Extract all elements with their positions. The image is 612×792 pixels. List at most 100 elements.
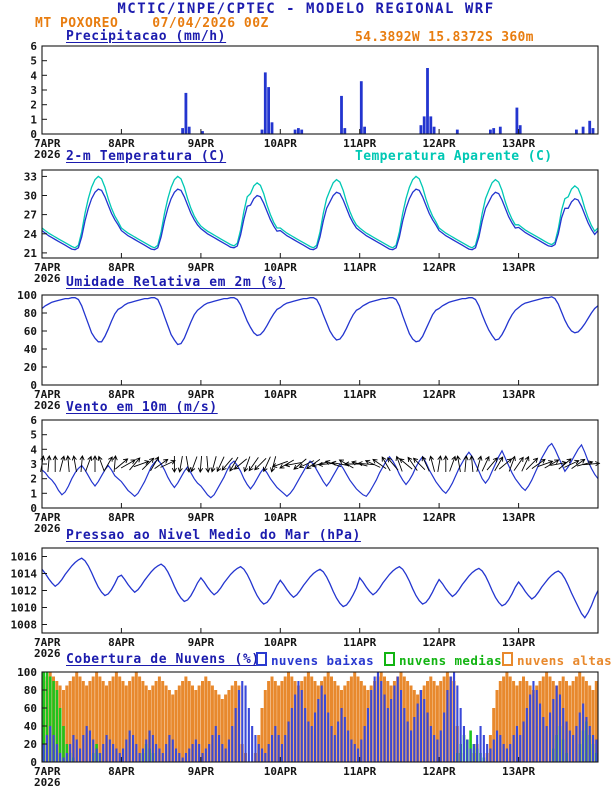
x-tick-label: 12APR: [423, 261, 456, 274]
y-tick-label: 2: [30, 473, 37, 486]
x-tick-label: 7APR: [34, 765, 61, 778]
x-tick-label: 12APR: [423, 388, 456, 401]
temperature-2m-line: [41, 188, 599, 251]
x-tick-label: 13APR: [502, 636, 535, 649]
pressure-line: [41, 557, 599, 619]
x-tick-label: 8APR: [108, 511, 135, 524]
x-tick-label: 11APR: [343, 388, 376, 401]
x-axis-year-label: 2026: [34, 647, 61, 660]
x-tick-label: 10APR: [264, 261, 297, 274]
station-name: MT POXOREO: [35, 16, 119, 31]
x-tick-label: 11APR: [343, 511, 376, 524]
panel-humidity: 0 20 40 60 80 100 7APR 8APR 9APR 10APR 11APR 12APR 1…: [17, 289, 599, 412]
y-tick-label: 0: [30, 502, 37, 515]
y-tick-label: 1016: [11, 551, 38, 564]
legend-item-high-clouds: nuvens altas: [502, 652, 612, 668]
y-tick-label: 24: [24, 228, 38, 241]
x-tick-label: 8APR: [108, 636, 135, 649]
y-tick-label: 1010: [11, 602, 38, 615]
y-tick-label: 5: [30, 55, 37, 68]
plot-frame: [41, 294, 599, 386]
x-tick-label: 11APR: [343, 137, 376, 150]
x-tick-label: 10APR: [264, 636, 297, 649]
x-tick-label: 7APR: [34, 261, 61, 274]
x-tick-label: 12APR: [423, 636, 456, 649]
x-tick-label: 9APR: [188, 388, 215, 401]
x-tick-label: 9APR: [188, 137, 215, 150]
panel-title-clouds: Cobertura de Nuvens (%): [66, 652, 260, 667]
y-tick-label: 100: [17, 666, 37, 679]
y-tick-label: 1: [30, 113, 37, 126]
y-tick-label: 4: [30, 69, 37, 82]
y-tick-label: 0: [30, 756, 37, 769]
panel-temperature: 21 24 27 30 33 7APR 8APR 9APR 10APR 11APR 12APR 13A…: [24, 169, 599, 285]
plot-frame: [41, 671, 599, 763]
x-axis-year-label: 2026: [34, 399, 61, 412]
apparent-temperature-line: [41, 175, 599, 249]
y-tick-label: 1: [30, 487, 37, 500]
y-tick-label: 1014: [11, 568, 38, 581]
y-tick-label: 0: [30, 379, 37, 392]
panel-precipitation: 0 12 3 45 6 7APR 8APR 9APR 10APR 11APR 12APR 13APR 2…: [30, 40, 599, 161]
x-tick-label: 13APR: [502, 261, 535, 274]
x-tick-label: 7APR: [34, 137, 61, 150]
x-tick-label: 10APR: [264, 765, 297, 778]
y-tick-label: 60: [24, 702, 37, 715]
y-tick-label: 6: [30, 414, 37, 427]
y-tick-label: 33: [24, 170, 37, 183]
panel-clouds: 0 20 40 60 80 100 7APR 8APR 9APR 10APR 11APR 12APR 1…: [17, 666, 599, 789]
x-axis-year-label: 2026: [34, 522, 61, 535]
x-tick-label: 9APR: [188, 765, 215, 778]
y-tick-label: 6: [30, 40, 37, 53]
y-tick-label: 40: [24, 720, 37, 733]
x-tick-label: 11APR: [343, 261, 376, 274]
x-tick-label: 11APR: [343, 765, 376, 778]
legend-label-low-clouds: nuvens baixas: [271, 653, 375, 668]
x-tick-label: 7APR: [34, 388, 61, 401]
y-tick-label: 80: [24, 684, 37, 697]
y-tick-label: 80: [24, 307, 37, 320]
apparent-temperature-label: Temperatura Aparente (C): [355, 149, 553, 164]
y-tick-label: 5: [30, 429, 37, 442]
x-tick-label: 12APR: [423, 511, 456, 524]
precip-bars: [181, 68, 595, 134]
x-tick-label: 13APR: [502, 765, 535, 778]
y-tick-label: 40: [24, 343, 37, 356]
x-tick-label: 12APR: [423, 137, 456, 150]
x-tick-label: 10APR: [264, 137, 297, 150]
x-tick-label: 9APR: [188, 511, 215, 524]
y-tick-label: 20: [24, 361, 37, 374]
y-tick-label: 27: [24, 209, 37, 222]
station-line: MT POXOREO 07/04/2026 00Z: [35, 16, 269, 31]
panel-title-humidity: Umidade Relativa em 2m (%): [66, 275, 286, 290]
x-tick-label: 13APR: [502, 388, 535, 401]
x-tick-label: 11APR: [343, 636, 376, 649]
panel-title-pressure: Pressao ao Nivel Medio do Mar (hPa): [66, 528, 361, 543]
y-tick-label: 3: [30, 84, 37, 97]
legend-item-low-clouds: nuvens baixas: [256, 652, 374, 668]
legend-label-mid-clouds: nuvens medias: [399, 653, 503, 668]
panel-title-precipitation: Precipitacao (mm/h): [66, 29, 227, 44]
y-tick-label: 100: [17, 289, 37, 302]
y-tick-label: 60: [24, 325, 37, 338]
y-tick-label: 4: [30, 443, 37, 456]
plot-frame: [41, 547, 599, 634]
model-run-time: 07/04/2026 00Z: [152, 16, 269, 31]
mid-clouds-swatch-icon: [384, 652, 395, 666]
plot-frame: [41, 45, 599, 135]
y-tick-label: 0: [30, 128, 37, 141]
y-tick-label: 1012: [11, 585, 38, 598]
y-tick-label: 1008: [11, 619, 38, 632]
humidity-line: [41, 296, 599, 346]
x-tick-label: 8APR: [108, 261, 135, 274]
x-tick-label: 7APR: [34, 636, 61, 649]
legend-label-high-clouds: nuvens altas: [517, 653, 612, 668]
plot-frame: [41, 169, 599, 259]
x-tick-label: 10APR: [264, 388, 297, 401]
x-axis-year-label: 2026: [34, 272, 61, 285]
y-tick-label: 20: [24, 738, 37, 751]
panel-pressure: 1008 1010 1012 1014 1016 7APR 8APR 9APR 10APR 11A…: [11, 547, 599, 660]
y-tick-label: 2: [30, 99, 37, 112]
station-coordinates: 54.3892W 15.8372S 360m: [355, 30, 534, 45]
